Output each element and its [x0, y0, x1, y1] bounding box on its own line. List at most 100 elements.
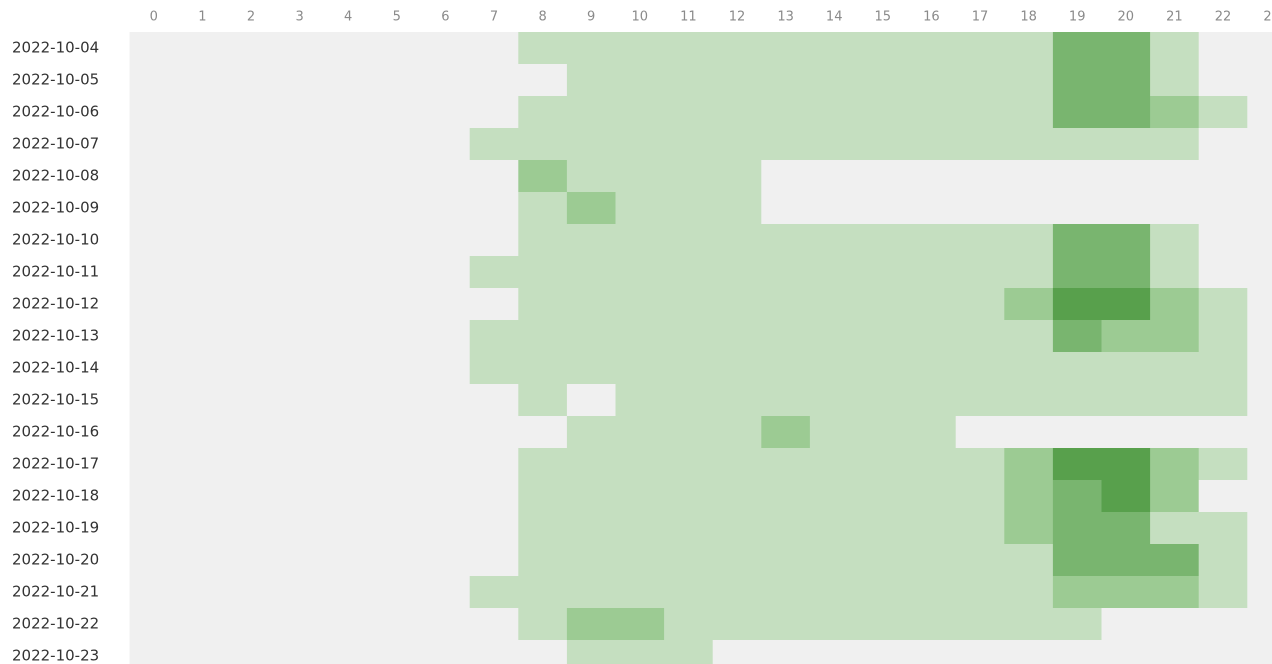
heatmap-cell [178, 384, 228, 417]
heatmap-cell [955, 544, 1005, 577]
heatmap-cell [129, 96, 179, 129]
heatmap-cell [1150, 352, 1200, 385]
heatmap-cell [1247, 64, 1272, 97]
heatmap-cell [1004, 448, 1054, 481]
heatmap-cell [809, 128, 859, 161]
x-tick-label: 21 [1166, 10, 1183, 25]
heatmap-cell [323, 256, 373, 289]
heatmap-cell [178, 128, 228, 161]
heatmap-cell [809, 640, 859, 664]
heatmap-cell [858, 128, 908, 161]
heatmap-cell [858, 576, 908, 609]
y-tick-label: 2022-10-04 [12, 39, 99, 57]
heatmap-cell [858, 192, 908, 225]
heatmap-cell [761, 544, 811, 577]
heatmap-cell [664, 288, 714, 321]
heatmap-cell [372, 256, 422, 289]
heatmap-cell [372, 352, 422, 385]
heatmap-cell [1052, 544, 1102, 577]
heatmap-cell [1247, 320, 1272, 353]
heatmap-cell [858, 480, 908, 513]
heatmap-cell [275, 576, 325, 609]
heatmap-cell [1004, 640, 1054, 664]
heatmap-cell [615, 64, 665, 97]
heatmap-cell [275, 256, 325, 289]
heatmap-cell [1004, 32, 1054, 65]
heatmap-cell [275, 608, 325, 641]
heatmap-cell [275, 288, 325, 321]
heatmap-cell [1052, 192, 1102, 225]
heatmap-cell [664, 384, 714, 417]
heatmap-cell [664, 352, 714, 385]
heatmap-cell [129, 224, 179, 257]
heatmap-cell [1004, 480, 1054, 513]
y-tick-label: 2022-10-12 [12, 295, 99, 313]
heatmap-cell [858, 512, 908, 545]
heatmap-cell [1052, 128, 1102, 161]
heatmap-cell [372, 320, 422, 353]
heatmap-cell [275, 160, 325, 193]
heatmap-cell [1052, 640, 1102, 664]
heatmap-cell [761, 288, 811, 321]
heatmap-cell [518, 320, 568, 353]
heatmap-cell [518, 96, 568, 129]
heatmap-cell [518, 256, 568, 289]
x-tick-label: 9 [587, 10, 595, 25]
heatmap-cell [226, 576, 276, 609]
heatmap-cell [323, 608, 373, 641]
x-tick-label: 2 [247, 10, 255, 25]
heatmap-cell [615, 480, 665, 513]
heatmap-cell [421, 544, 471, 577]
heatmap-cell [1198, 192, 1248, 225]
heatmap-cell [178, 256, 228, 289]
heatmap-cell [907, 512, 957, 545]
heatmap-cell [178, 224, 228, 257]
heatmap-cell [421, 384, 471, 417]
heatmap-cell [421, 224, 471, 257]
heatmap-cell [955, 640, 1005, 664]
heatmap-cell [323, 544, 373, 577]
heatmap-cell [1004, 256, 1054, 289]
heatmap-cell [226, 352, 276, 385]
heatmap-cell [664, 32, 714, 65]
heatmap-cell [566, 224, 616, 257]
heatmap-cell [809, 512, 859, 545]
heatmap-cell [1101, 224, 1151, 257]
heatmap-cell [761, 256, 811, 289]
heatmap-cell [1101, 480, 1151, 513]
heatmap-cell [1101, 288, 1151, 321]
heatmap-cell [1247, 512, 1272, 545]
heatmap-cell [955, 160, 1005, 193]
heatmap-cell [664, 192, 714, 225]
heatmap-cell [907, 576, 957, 609]
heatmap-cell [178, 320, 228, 353]
heatmap-cell [761, 64, 811, 97]
heatmap-cell [858, 448, 908, 481]
heatmap-cell [615, 192, 665, 225]
heatmap-cell [1247, 448, 1272, 481]
heatmap-cell [323, 480, 373, 513]
heatmap-cell [858, 288, 908, 321]
heatmap-cell [226, 224, 276, 257]
heatmap-cell [372, 160, 422, 193]
heatmap-cell [712, 256, 762, 289]
heatmap-cell [615, 32, 665, 65]
heatmap-cell [1004, 384, 1054, 417]
heatmap-cell [809, 544, 859, 577]
heatmap-cell [323, 352, 373, 385]
heatmap-cell [1198, 64, 1248, 97]
x-tick-label: 1 [198, 10, 206, 25]
x-tick-label: 16 [923, 10, 940, 25]
heatmap-cell [1198, 32, 1248, 65]
heatmap-cell [226, 640, 276, 664]
heatmap-cell [1004, 576, 1054, 609]
heatmap-cell [1247, 192, 1272, 225]
heatmap-cell [907, 192, 957, 225]
y-tick-label: 2022-10-21 [12, 583, 99, 601]
heatmap-cell [226, 320, 276, 353]
heatmap-cell [178, 160, 228, 193]
y-tick-label: 2022-10-23 [12, 647, 99, 664]
heatmap-cell [469, 32, 519, 65]
heatmap-cell [129, 32, 179, 65]
heatmap-cell [178, 32, 228, 65]
